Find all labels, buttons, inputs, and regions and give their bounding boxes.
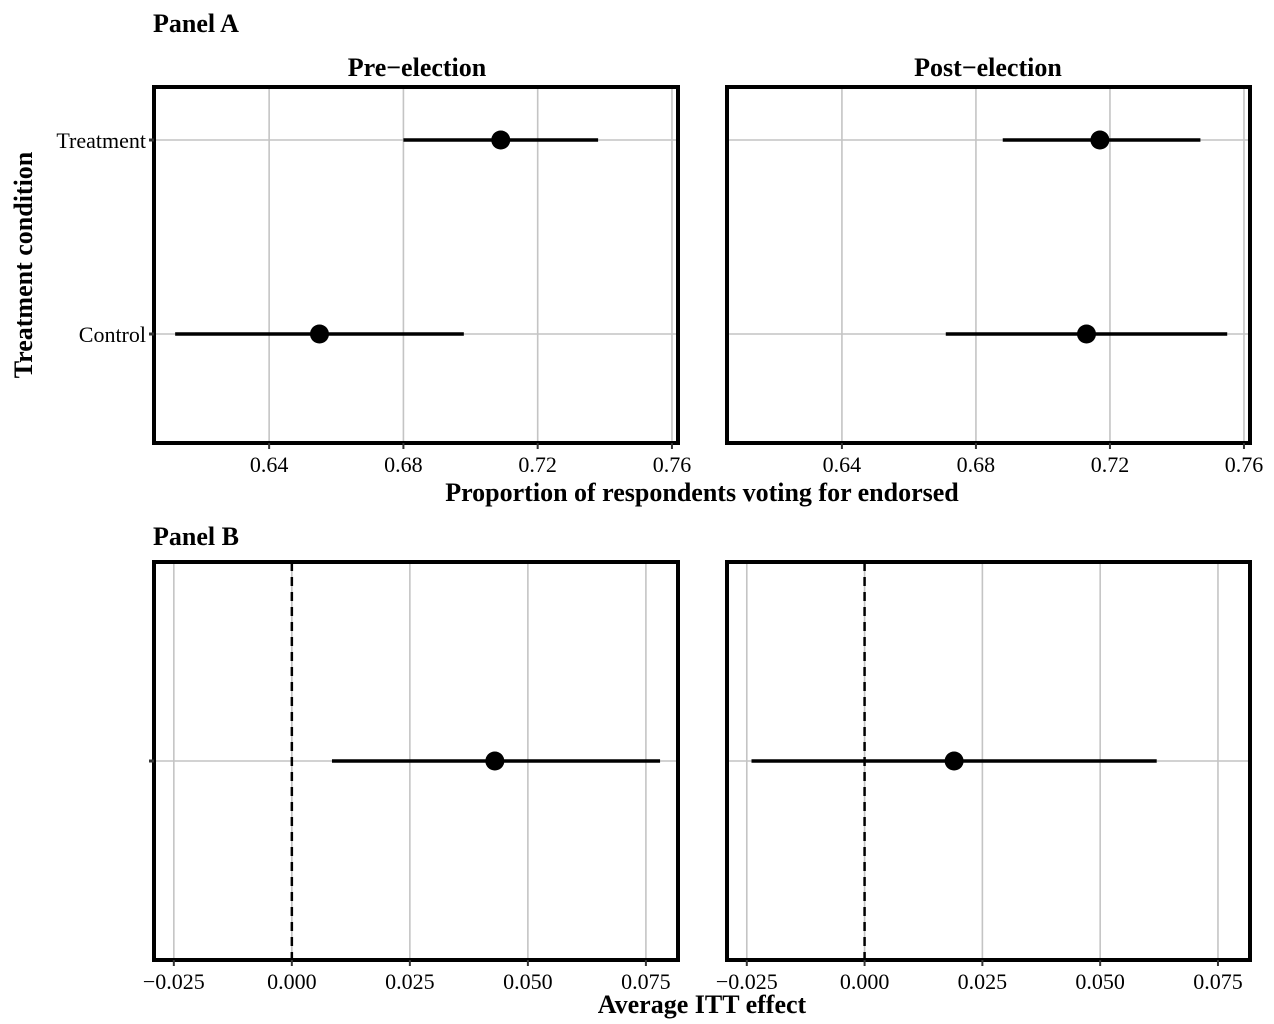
x-tick-label: 0.025	[385, 969, 435, 994]
x-tick-label: 0.68	[384, 452, 423, 477]
panel-a-label: Panel A	[153, 9, 239, 38]
x-tick-label: 0.000	[267, 969, 317, 994]
x-tick-label: 0.76	[653, 452, 692, 477]
point-estimate	[1090, 130, 1110, 150]
plot-panel-b-right: −0.025 0.000 0.025 0.050 0.075	[716, 560, 1252, 994]
facet-title-post-election: Post−election	[914, 53, 1062, 82]
panel-a-x-axis-title: Proportion of respondents voting for end…	[445, 478, 959, 507]
point-estimate	[485, 751, 505, 771]
x-tick-label: 0.72	[518, 452, 557, 477]
x-tick-label: 0.76	[1225, 452, 1264, 477]
point-estimate	[944, 751, 964, 771]
x-tick-label: 0.025	[958, 969, 1008, 994]
x-tick-label: 0.64	[250, 452, 289, 477]
x-tick-label: 0.050	[503, 969, 553, 994]
x-tick-label: 0.68	[957, 452, 996, 477]
point-estimate	[309, 324, 329, 344]
panel-b-x-axis-title: Average ITT effect	[598, 990, 807, 1019]
x-tick-label: 0.72	[1091, 452, 1130, 477]
x-tick-label: −0.025	[716, 969, 778, 994]
x-tick-label: 0.64	[823, 452, 862, 477]
x-tick-label: 0.075	[621, 969, 671, 994]
y-tick-label: Control	[79, 322, 146, 347]
y-tick-label: Treatment	[56, 128, 146, 153]
facet-title-pre-election: Pre−election	[348, 53, 487, 82]
x-tick-label: 0.050	[1075, 969, 1125, 994]
point-estimate	[491, 130, 511, 150]
panel-b-label: Panel B	[153, 522, 239, 551]
panel-border	[725, 560, 1252, 962]
x-tick-label: 0.075	[1193, 969, 1243, 994]
plot-post-election: 0.64 0.68 0.72 0.76	[725, 85, 1264, 477]
plot-pre-election: 0.64 0.68 0.72 0.76 Treatment Control	[56, 85, 692, 477]
panel-border	[152, 85, 680, 445]
x-tick-label: −0.025	[143, 969, 205, 994]
point-estimate	[1076, 324, 1096, 344]
panel-a-y-axis-title: Treatment condition	[9, 151, 38, 378]
x-tick-label: 0.000	[840, 969, 890, 994]
panel-border	[725, 85, 1252, 445]
plot-panel-b-left: −0.025 0.000 0.025 0.050 0.075	[143, 560, 680, 994]
